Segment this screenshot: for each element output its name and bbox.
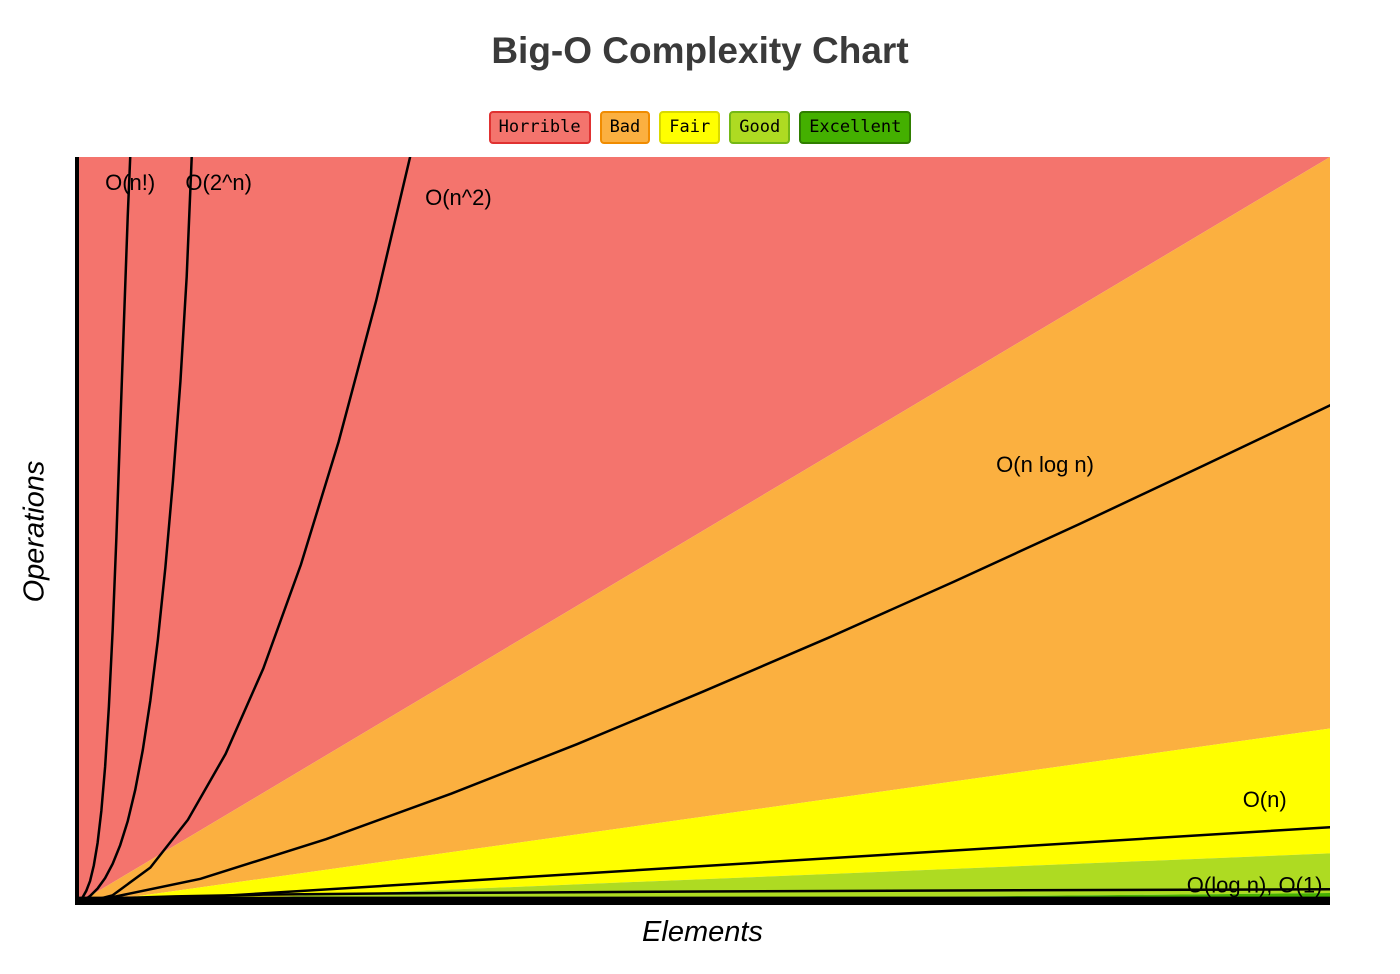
legend-item-excellent: Excellent xyxy=(799,111,912,145)
region-good xyxy=(75,853,1330,905)
curve-factorial xyxy=(75,157,132,905)
chart-title: Big-O Complexity Chart xyxy=(491,30,909,71)
curve-label-linear: O(n) xyxy=(1243,787,1287,812)
y-axis-label-text: Operations xyxy=(18,460,51,602)
legend-item-horrible: Horrible xyxy=(488,111,591,145)
legend-item-good: Good xyxy=(729,111,791,145)
legend-item-fair: Fair xyxy=(659,111,721,145)
legend-item-bad: Bad xyxy=(599,111,651,145)
curve-label-factorial: O(n!) xyxy=(105,170,155,195)
curve-label-quadratic: O(n^2) xyxy=(425,185,492,210)
chart-legend: Horrible Bad Fair Good Excellent xyxy=(0,111,1400,145)
curve-label-linearithmic: O(n log n) xyxy=(996,452,1094,477)
chart-plot-area: O(n!) O(2^n) O(n^2) O(n log n) O(n) O(log n),… xyxy=(75,157,1330,905)
curve-linear xyxy=(75,825,1330,905)
curve-linearithmic xyxy=(75,404,1330,905)
curve-quadratic xyxy=(75,157,412,905)
curve-label-exponential: O(2^n) xyxy=(185,170,252,195)
curve-label-log-const: O(log n), O(1) xyxy=(1187,872,1323,897)
y-axis-label: Operations xyxy=(12,157,58,905)
region-bad xyxy=(75,157,1330,905)
x-axis-label: Elements xyxy=(642,916,763,948)
curve-exponential xyxy=(75,157,193,905)
region-fair xyxy=(75,728,1330,905)
